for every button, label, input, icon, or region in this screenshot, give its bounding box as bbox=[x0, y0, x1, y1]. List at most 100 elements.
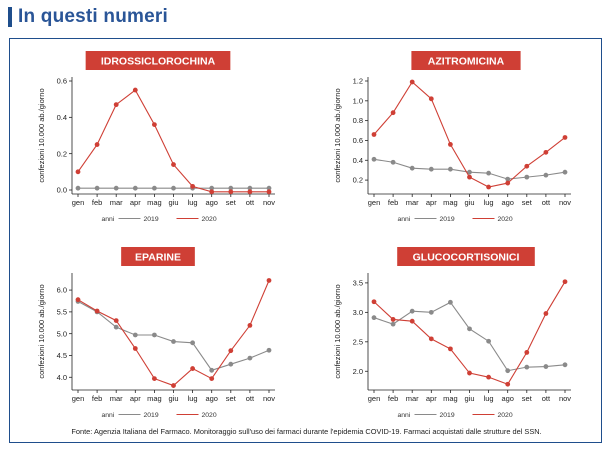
x-tick-label: apr bbox=[130, 394, 141, 403]
data-point-2019 bbox=[428, 309, 434, 315]
legend-title: anni bbox=[398, 412, 411, 419]
y-axis-label: confezioni 10.000 ab./giorno bbox=[333, 88, 342, 182]
data-point-2019 bbox=[190, 340, 196, 346]
data-point-2020 bbox=[132, 87, 138, 93]
x-tick-label: ott bbox=[542, 198, 551, 207]
data-point-2019 bbox=[524, 174, 530, 180]
data-point-2019 bbox=[113, 324, 119, 330]
x-tick-label: feb bbox=[92, 394, 102, 403]
x-tick-label: mag bbox=[147, 394, 162, 403]
x-tick-label: set bbox=[226, 394, 237, 403]
x-tick-label: mag bbox=[147, 198, 162, 207]
data-point-2019 bbox=[486, 338, 491, 344]
data-point-2019 bbox=[171, 339, 176, 344]
data-point-2019 bbox=[94, 185, 100, 191]
data-point-2019 bbox=[448, 166, 453, 172]
x-tick-label: apr bbox=[426, 198, 437, 207]
data-point-2020 bbox=[152, 122, 157, 127]
data-point-2019 bbox=[266, 347, 272, 353]
data-point-2020 bbox=[486, 184, 491, 190]
x-tick-label: set bbox=[226, 198, 237, 207]
y-tick-label: 5.0 bbox=[57, 329, 67, 338]
chart-panel-3: GLUCOCORTISONICI 2.0 2.5 3.0 3.5 gen feb mar apr… bbox=[333, 247, 571, 419]
data-point-2020 bbox=[467, 370, 472, 376]
legend-title: anni bbox=[102, 216, 115, 223]
legend-label-2020: 2020 bbox=[498, 412, 513, 419]
data-point-2019 bbox=[543, 364, 549, 369]
data-point-2020 bbox=[524, 163, 530, 169]
x-tick-label: nov bbox=[559, 198, 571, 207]
y-tick-label: 0.4 bbox=[353, 156, 363, 165]
data-point-2020 bbox=[505, 381, 511, 387]
data-point-2020 bbox=[428, 336, 434, 342]
x-tick-label: lug bbox=[484, 394, 494, 403]
data-point-2020 bbox=[152, 376, 157, 381]
data-point-2019 bbox=[467, 326, 472, 332]
x-tick-label: set bbox=[522, 198, 533, 207]
data-point-2019 bbox=[132, 332, 138, 338]
data-point-2019 bbox=[132, 185, 138, 191]
x-tick-label: mag bbox=[443, 394, 458, 403]
y-tick-label: 4.0 bbox=[57, 373, 67, 382]
data-point-2020 bbox=[505, 180, 511, 186]
x-tick-label: feb bbox=[388, 394, 398, 403]
chart-title: AZITROMICINA bbox=[428, 56, 505, 68]
data-point-2019 bbox=[467, 169, 472, 175]
y-tick-label: 0.2 bbox=[353, 176, 363, 185]
y-axis-label: confezioni 10.000 ab./giorno bbox=[37, 284, 46, 378]
data-point-2019 bbox=[113, 185, 119, 191]
data-point-2020 bbox=[171, 162, 176, 167]
x-tick-label: mar bbox=[406, 394, 419, 403]
data-point-2019 bbox=[266, 185, 272, 191]
data-point-2019 bbox=[209, 367, 215, 373]
data-point-2020 bbox=[390, 317, 396, 322]
x-tick-label: ago bbox=[501, 394, 514, 403]
header-accent-bar bbox=[8, 7, 12, 27]
legend-label-2019: 2019 bbox=[440, 216, 455, 223]
y-tick-label: 0.6 bbox=[353, 136, 363, 145]
data-point-2020 bbox=[486, 374, 491, 380]
data-point-2020 bbox=[113, 102, 119, 108]
legend-label-2020: 2020 bbox=[498, 216, 513, 223]
data-point-2019 bbox=[371, 315, 377, 321]
page-header: In questi numeri bbox=[8, 6, 168, 28]
x-tick-label: apr bbox=[130, 198, 141, 207]
x-tick-label: ott bbox=[542, 394, 551, 403]
x-tick-label: giu bbox=[168, 394, 178, 403]
data-point-2020 bbox=[171, 383, 176, 388]
series-line-2020 bbox=[373, 281, 566, 385]
data-point-2019 bbox=[448, 299, 453, 305]
data-point-2020 bbox=[190, 366, 196, 371]
y-tick-label: 0.2 bbox=[57, 149, 67, 158]
data-point-2020 bbox=[562, 135, 568, 140]
charts-frame: IDROSSICLOROCHINA 0.0 0.2 0.4 0.6 gen feb mar ap… bbox=[9, 38, 602, 443]
data-point-2019 bbox=[247, 355, 253, 361]
source-note: Fonte: Agenzia Italiana del Farmaco. Mon… bbox=[71, 427, 542, 436]
y-tick-label: 4.5 bbox=[57, 351, 67, 360]
x-tick-label: giu bbox=[464, 198, 474, 207]
x-tick-label: feb bbox=[388, 198, 398, 207]
y-tick-label: 1.0 bbox=[353, 96, 363, 105]
y-axis-label: confezioni 10.000 ab./giorno bbox=[333, 284, 342, 378]
data-point-2020 bbox=[390, 110, 396, 116]
data-point-2020 bbox=[543, 149, 549, 155]
data-point-2020 bbox=[228, 348, 234, 354]
data-point-2020 bbox=[209, 189, 215, 195]
data-point-2020 bbox=[75, 169, 81, 175]
data-point-2019 bbox=[505, 176, 511, 182]
data-point-2020 bbox=[409, 79, 415, 85]
data-point-2019 bbox=[562, 169, 568, 175]
series-line-2020 bbox=[77, 280, 270, 387]
data-point-2019 bbox=[228, 185, 234, 191]
data-point-2019 bbox=[409, 308, 415, 314]
data-point-2019 bbox=[486, 170, 491, 176]
x-tick-label: giu bbox=[168, 198, 178, 207]
legend-title: anni bbox=[102, 412, 115, 419]
data-point-2019 bbox=[75, 185, 81, 191]
x-tick-label: gen bbox=[368, 394, 381, 403]
series-line-2019 bbox=[373, 301, 566, 372]
chart-panel-2: EPARINE 4.0 4.5 5.0 5.5 6.0 gen feb mar apr mag giu… bbox=[37, 247, 275, 419]
data-point-2020 bbox=[266, 278, 272, 283]
data-point-2019 bbox=[247, 185, 253, 191]
chart-title-box bbox=[411, 51, 521, 70]
